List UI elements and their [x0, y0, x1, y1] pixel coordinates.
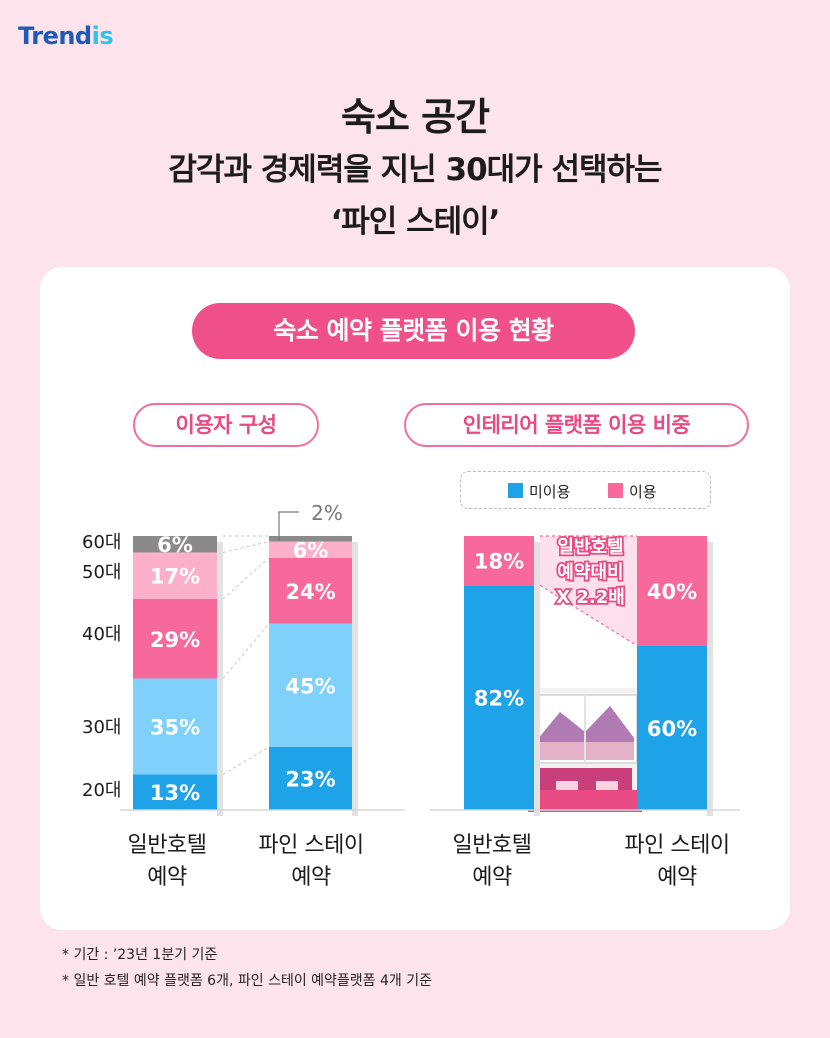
age-label-30대: 30대 — [82, 717, 121, 738]
data-label-1-4: 2% — [311, 501, 343, 525]
bar-segment-0-2 — [133, 599, 217, 679]
bed-mattress — [528, 790, 642, 812]
data-label-r-1-1: 40% — [647, 580, 697, 604]
footnote-basis: * 일반 호텔 예약 플랫폼 6개, 파인 스테이 예약플랫폼 4개 기준 — [62, 973, 433, 989]
legend-swatch-non-use — [508, 483, 523, 498]
bar-shadow-0-3 — [217, 558, 223, 606]
connector-line-2 — [222, 557, 270, 600]
age-label-20대: 20대 — [82, 780, 121, 801]
bar-segment-1-4 — [269, 536, 352, 542]
bar-segment-1-2 — [269, 557, 352, 624]
bar-segment-r-1-0 — [637, 645, 707, 810]
bar-shadow-0-2 — [217, 605, 223, 685]
data-label-1-0: 23% — [285, 767, 335, 791]
category-label-general-right: 일반호텔 예약 — [452, 833, 532, 890]
legend-label-non-use: 미이용 — [529, 483, 571, 501]
bar-shadow-1-4 — [352, 542, 358, 548]
data-label-0-3: 17% — [150, 565, 200, 589]
page-title: 숙소 공간 — [340, 95, 490, 139]
category-label-general-left: 일반호텔 예약 — [127, 833, 207, 890]
callout-line-bottom — [539, 584, 638, 647]
footnote-period: * 기간 : ’23년 1분기 기준 — [62, 947, 218, 963]
bar-shadow-r-0-0 — [534, 591, 540, 816]
bar-shadow-0-4 — [217, 542, 223, 559]
connector-line-3 — [222, 540, 270, 553]
callout-text-2: 예약대비 — [557, 561, 623, 583]
leader-line-1-4 — [278, 511, 299, 541]
connector-line-1 — [222, 623, 270, 679]
bar-segment-r-0-1 — [464, 536, 534, 586]
bar-shadow-0-1 — [217, 684, 223, 781]
callout-text-1: 일반호텔 — [557, 537, 623, 558]
bar-shadow-1-1 — [352, 629, 358, 753]
legend: 미이용 이용 — [460, 471, 711, 509]
callout-wedge — [540, 536, 637, 646]
bar-shadow-1-0 — [352, 752, 358, 816]
bar-shadow-r-1-0 — [707, 651, 713, 816]
data-label-0-4: 6% — [157, 533, 193, 557]
bar-segment-1-3 — [269, 541, 352, 558]
bar-segment-0-1 — [133, 678, 217, 775]
main-label-pill: 숙소 예약 플랫폼 이용 현황 — [192, 303, 635, 359]
category-label-fine-left: 파인 스테이 예약 — [258, 833, 364, 890]
bar-segment-0-4 — [133, 536, 217, 553]
bar-segment-0-3 — [133, 552, 217, 600]
bar-segment-0-0 — [133, 774, 217, 810]
bar-shadow-r-0-1 — [534, 542, 540, 592]
right-panel-label: 인테리어 플랫폼 이용 비중 — [404, 403, 749, 447]
data-label-0-0: 13% — [150, 781, 200, 805]
bar-shadow-1-2 — [352, 563, 358, 630]
bar-shadow-r-1-1 — [707, 542, 713, 652]
bar-shadow-0-0 — [217, 780, 223, 816]
category-label-fine-right: 파인 스테이 예약 — [624, 833, 730, 890]
bar-segment-1-1 — [269, 623, 352, 747]
data-label-1-3: 6% — [293, 539, 329, 563]
bar-segment-r-1-1 — [637, 536, 707, 646]
data-label-1-2: 24% — [285, 580, 335, 604]
brand-logo: Trendis — [18, 22, 114, 50]
data-label-1-1: 45% — [285, 674, 335, 698]
data-label-0-2: 29% — [150, 628, 200, 652]
connector-line-0 — [222, 746, 270, 775]
bed-pillow-left — [556, 781, 578, 790]
legend-label-use: 이용 — [629, 483, 657, 501]
page-subtitle-2: ‘파인 스테이’ — [330, 204, 501, 240]
data-label-r-0-1: 18% — [474, 550, 524, 574]
bar-segment-r-0-0 — [464, 585, 534, 810]
left-panel-label: 이용자 구성 — [133, 403, 319, 447]
legend-swatch-use — [608, 483, 623, 498]
age-label-40대: 40대 — [82, 624, 121, 645]
data-label-0-1: 35% — [150, 715, 200, 739]
bar-shadow-1-3 — [352, 547, 358, 564]
bar-segment-1-0 — [269, 746, 352, 810]
callout-text-3: X 2.2배 — [556, 587, 625, 608]
bed-pillow-right — [596, 781, 618, 790]
data-label-r-1-0: 60% — [647, 717, 697, 741]
age-label-50대: 50대 — [82, 562, 121, 583]
page-subtitle: 감각과 경제력을 지닌 30대가 선택하는 — [168, 152, 662, 188]
data-label-r-0-0: 82% — [474, 687, 524, 711]
age-label-60대: 60대 — [82, 532, 121, 553]
